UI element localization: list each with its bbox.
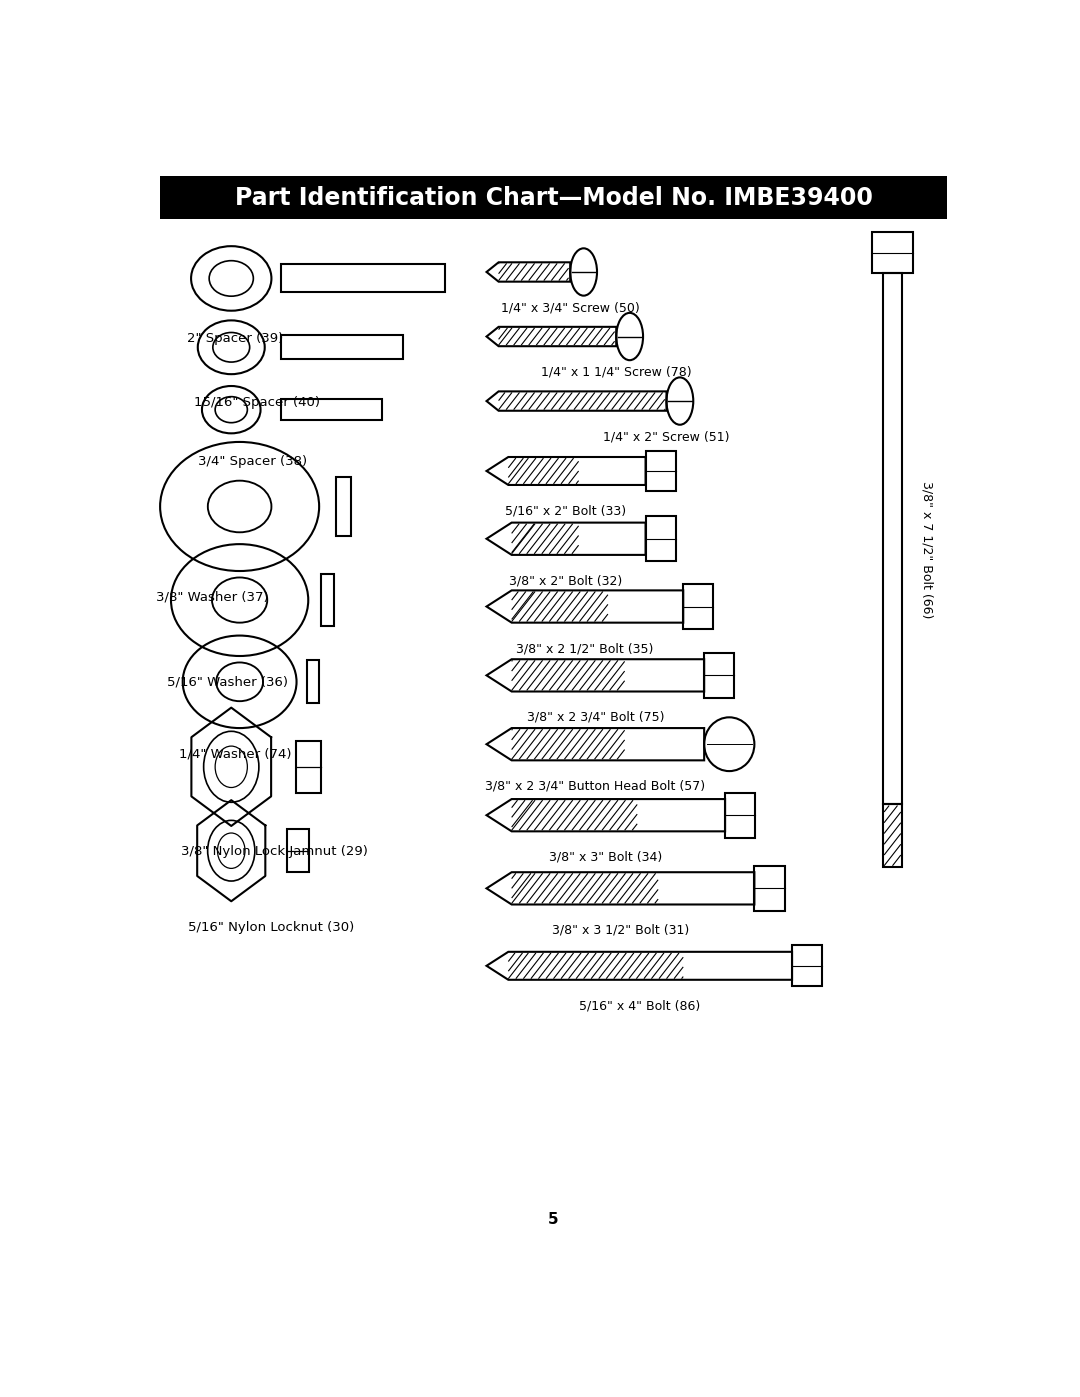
Text: 3/8" x 2" Bolt (32): 3/8" x 2" Bolt (32)	[510, 574, 623, 587]
Text: 5/16" x 4" Bolt (86): 5/16" x 4" Bolt (86)	[579, 999, 700, 1013]
Text: 3/8" x 2 1/2" Bolt (35): 3/8" x 2 1/2" Bolt (35)	[516, 643, 653, 655]
Bar	[883, 805, 902, 866]
Bar	[704, 652, 734, 698]
Text: 3/4" Spacer (38): 3/4" Spacer (38)	[198, 455, 307, 468]
Bar	[872, 232, 914, 272]
Bar	[308, 661, 320, 703]
Bar	[883, 272, 902, 805]
Bar	[646, 515, 676, 562]
Text: 1/4" x 2" Screw (51): 1/4" x 2" Screw (51)	[604, 430, 730, 443]
Text: 5/16" Washer (36): 5/16" Washer (36)	[166, 675, 287, 689]
Text: 3/8" x 2 3/4" Bolt (75): 3/8" x 2 3/4" Bolt (75)	[527, 711, 664, 724]
Bar	[282, 400, 382, 420]
Bar	[792, 946, 822, 986]
Bar	[336, 476, 351, 536]
Text: 2" Spacer (39): 2" Spacer (39)	[187, 332, 283, 345]
Text: 3/8" x 3 1/2" Bolt (31): 3/8" x 3 1/2" Bolt (31)	[552, 923, 689, 937]
Bar	[160, 176, 947, 219]
Bar	[684, 584, 714, 629]
Bar	[725, 792, 755, 838]
Text: 5: 5	[549, 1213, 558, 1227]
Bar	[296, 740, 321, 792]
Text: 3/8" Nylon Lock Jamnut (29): 3/8" Nylon Lock Jamnut (29)	[181, 845, 368, 858]
Bar	[282, 335, 403, 359]
Text: Part Identification Chart—Model No. IMBE39400: Part Identification Chart—Model No. IMBE…	[234, 186, 873, 210]
Bar	[282, 264, 445, 292]
Text: 5/16" x 2" Bolt (33): 5/16" x 2" Bolt (33)	[505, 504, 626, 517]
Text: 1/4" x 1 1/4" Screw (78): 1/4" x 1 1/4" Screw (78)	[541, 366, 691, 379]
Bar	[321, 574, 334, 626]
Text: 5/16" Nylon Locknut (30): 5/16" Nylon Locknut (30)	[188, 921, 354, 933]
Text: 3/8" x 2 3/4" Button Head Bolt (57): 3/8" x 2 3/4" Button Head Bolt (57)	[485, 780, 705, 792]
Text: 1/4" x 3/4" Screw (50): 1/4" x 3/4" Screw (50)	[501, 300, 639, 314]
Bar	[287, 830, 309, 872]
Text: 3/8" x 7 1/2" Bolt (66): 3/8" x 7 1/2" Bolt (66)	[920, 481, 933, 619]
Text: 3/8" x 3" Bolt (34): 3/8" x 3" Bolt (34)	[550, 851, 662, 863]
Text: 1/4" Washer (74): 1/4" Washer (74)	[178, 747, 291, 760]
Text: 15/16" Spacer (40): 15/16" Spacer (40)	[193, 395, 320, 409]
Text: 3/8" Washer (37): 3/8" Washer (37)	[156, 591, 269, 604]
Bar	[754, 866, 784, 911]
Bar	[646, 451, 676, 492]
